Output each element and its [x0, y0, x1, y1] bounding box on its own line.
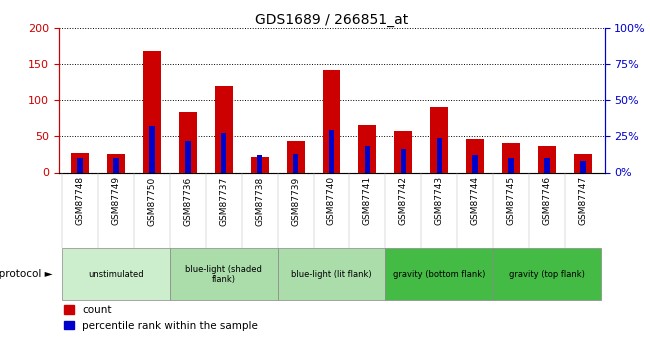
Bar — [322, 70, 341, 172]
Text: GSM87740: GSM87740 — [327, 176, 336, 225]
Bar — [395, 131, 412, 172]
Text: GSM87750: GSM87750 — [148, 176, 157, 226]
Text: gravity (bottom flank): gravity (bottom flank) — [393, 270, 486, 279]
Bar — [400, 149, 406, 172]
Bar — [329, 130, 334, 172]
Legend: count, percentile rank within the sample: count, percentile rank within the sample — [64, 305, 258, 331]
Bar — [502, 143, 520, 172]
Bar — [508, 158, 514, 172]
Bar — [293, 154, 298, 172]
Bar — [77, 158, 83, 172]
Text: GSM87741: GSM87741 — [363, 176, 372, 225]
Text: GSM87737: GSM87737 — [219, 176, 228, 226]
Bar — [251, 157, 268, 172]
Text: GSM87742: GSM87742 — [399, 176, 408, 225]
Text: GSM87739: GSM87739 — [291, 176, 300, 226]
Title: GDS1689 / 266851_at: GDS1689 / 266851_at — [255, 12, 408, 27]
Bar — [473, 155, 478, 172]
Bar — [71, 153, 89, 172]
Bar — [257, 155, 263, 172]
Bar — [179, 112, 197, 172]
Bar — [385, 248, 493, 300]
Text: GSM87736: GSM87736 — [183, 176, 192, 226]
Text: GSM87746: GSM87746 — [543, 176, 552, 225]
Bar — [437, 138, 442, 172]
Bar — [214, 86, 233, 172]
Bar — [544, 158, 550, 172]
Bar — [185, 141, 190, 172]
Bar — [113, 158, 119, 172]
Text: GSM87749: GSM87749 — [111, 176, 120, 225]
Bar — [150, 126, 155, 172]
Bar — [170, 248, 278, 300]
Bar — [538, 146, 556, 172]
Text: GSM87747: GSM87747 — [578, 176, 588, 225]
Bar — [365, 146, 370, 172]
Bar — [358, 125, 376, 172]
Text: GSM87748: GSM87748 — [75, 176, 84, 225]
Bar — [574, 154, 592, 172]
Text: GSM87743: GSM87743 — [435, 176, 444, 225]
Text: unstimulated: unstimulated — [88, 270, 144, 279]
Text: blue-light (lit flank): blue-light (lit flank) — [291, 270, 372, 279]
Bar — [466, 139, 484, 172]
Text: gravity (top flank): gravity (top flank) — [509, 270, 585, 279]
Bar — [287, 141, 305, 172]
Bar — [493, 248, 601, 300]
Bar — [278, 248, 385, 300]
Text: growth protocol ►: growth protocol ► — [0, 269, 53, 279]
Text: GSM87738: GSM87738 — [255, 176, 264, 226]
Bar — [107, 155, 125, 172]
Bar — [143, 51, 161, 172]
Text: GSM87745: GSM87745 — [506, 176, 515, 225]
Text: blue-light (shaded
flank): blue-light (shaded flank) — [185, 265, 262, 284]
Text: GSM87744: GSM87744 — [471, 176, 480, 225]
Bar — [430, 107, 448, 172]
Bar — [221, 134, 226, 172]
Bar — [580, 161, 586, 172]
Bar — [62, 248, 170, 300]
